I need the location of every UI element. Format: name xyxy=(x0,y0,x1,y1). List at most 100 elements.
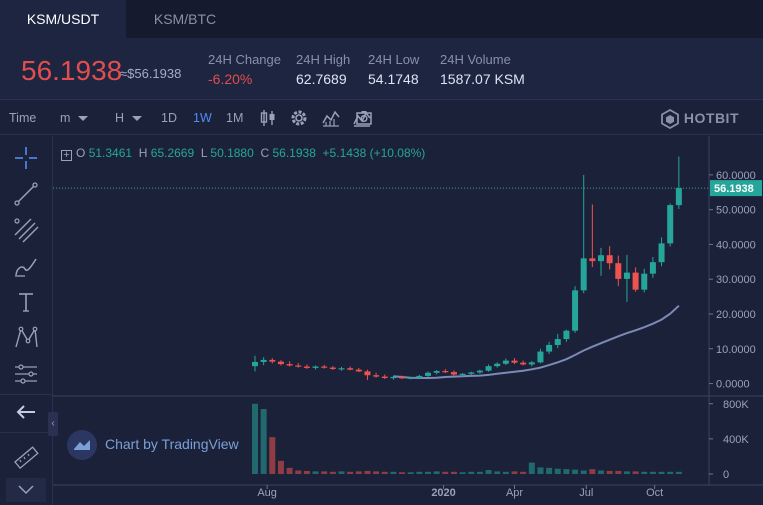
candle-body xyxy=(355,369,362,372)
candle-body xyxy=(598,255,604,262)
candle-body xyxy=(347,368,354,370)
volume-bar xyxy=(373,471,380,474)
hour-interval-dropdown[interactable]: H xyxy=(115,101,143,135)
candle-body xyxy=(476,370,483,373)
price-tick-label: 10.0000 xyxy=(716,344,756,356)
hotbit-logo-icon xyxy=(660,109,679,130)
last-price-label: 56.1938 xyxy=(714,183,754,195)
candle-body xyxy=(606,255,613,264)
candle-body xyxy=(641,273,648,290)
collapse-down-icon xyxy=(18,485,34,495)
price-chart[interactable]: 60.0000 50.0000 40.0000 30.0000 20.0000 10.00… xyxy=(53,136,763,505)
candle-body xyxy=(338,368,345,370)
candle-body xyxy=(390,376,397,379)
interval-1w[interactable]: 1W xyxy=(193,111,212,125)
moving-average-line xyxy=(393,304,680,379)
indicators-icon[interactable] xyxy=(321,108,341,128)
candle-body xyxy=(494,363,501,367)
watermark-text: Chart by TradingView xyxy=(105,436,239,452)
volume-bar xyxy=(459,472,466,474)
candle-body xyxy=(485,366,492,371)
high-24h-label: 24H High xyxy=(296,52,351,67)
volume-bar xyxy=(329,471,336,474)
crosshair-tool[interactable] xyxy=(11,143,41,173)
text-tool[interactable] xyxy=(11,287,41,317)
candle-body xyxy=(260,359,267,362)
volume-bar xyxy=(572,469,579,474)
candle-body xyxy=(312,366,319,368)
candle-body xyxy=(502,360,509,364)
expand-icon[interactable]: + xyxy=(61,150,72,161)
gear-icon[interactable] xyxy=(289,108,309,128)
time-tick-label: Apr xyxy=(506,487,523,499)
chart-canvas[interactable]: 60.0000 50.0000 40.0000 30.0000 20.0000 10.00… xyxy=(53,136,763,505)
measure-tool[interactable] xyxy=(11,359,41,389)
candle-body xyxy=(269,359,276,362)
volume-bar xyxy=(511,471,518,474)
open-label: O xyxy=(76,146,86,160)
volume-bar xyxy=(675,471,682,474)
volume-bar xyxy=(537,467,544,474)
pattern-tool[interactable] xyxy=(11,323,41,353)
minute-interval-dropdown[interactable]: m xyxy=(60,101,89,135)
tab-ksm-usdt[interactable]: KSM/USDT xyxy=(0,0,126,38)
volume-collapse-handle[interactable]: ‹ xyxy=(48,412,58,436)
volume-bar xyxy=(277,460,284,474)
candle-body xyxy=(468,372,475,374)
time-button[interactable]: Time xyxy=(9,111,37,125)
candle-body xyxy=(675,188,682,206)
volume-bar xyxy=(494,471,501,474)
change-24h-value: -6.20% xyxy=(208,71,253,87)
interval-1d[interactable]: 1D xyxy=(161,111,177,125)
measure-icon xyxy=(15,364,37,384)
volume-bar xyxy=(407,472,414,474)
volume-bar xyxy=(355,471,362,474)
low-value: 50.1880 xyxy=(210,146,254,160)
ticker-bar: 56.1938 ≈$56.1938 24H Change -6.20% 24H … xyxy=(0,38,763,100)
tab-ksm-btc[interactable]: KSM/BTC xyxy=(153,11,217,27)
volume-24h-value: 1587.07 KSM xyxy=(440,71,525,87)
candle-body xyxy=(632,272,639,290)
time-tick-label: Aug xyxy=(257,487,277,499)
candle-body xyxy=(554,339,561,345)
candle-body xyxy=(364,371,371,376)
brush-tool[interactable] xyxy=(11,251,41,281)
chevron-down-icon xyxy=(78,116,89,122)
sidebar-divider xyxy=(0,432,52,433)
volume-bar xyxy=(528,462,535,474)
fib-tool[interactable] xyxy=(11,215,41,245)
chevron-down-icon xyxy=(132,116,143,122)
ruler-tool[interactable] xyxy=(11,443,41,473)
volume-bar xyxy=(667,471,674,474)
volume-bar xyxy=(381,471,388,474)
candle-body xyxy=(528,362,535,365)
interval-1m[interactable]: 1M xyxy=(226,111,244,125)
volume-bar xyxy=(468,471,475,474)
volume-bar xyxy=(606,470,613,474)
text-icon xyxy=(19,293,33,312)
volume-bar xyxy=(252,403,258,474)
price-tick-label: 30.0000 xyxy=(716,274,756,286)
candle-body xyxy=(442,371,449,373)
open-value: 51.3461 xyxy=(88,146,133,160)
candle-body xyxy=(649,262,656,274)
volume-bar xyxy=(416,471,423,474)
candlestick-icon[interactable] xyxy=(258,108,278,128)
trendline-tool[interactable] xyxy=(11,179,41,209)
volume-bar xyxy=(364,470,371,474)
candle-body xyxy=(433,371,440,373)
volume-bar xyxy=(623,471,630,474)
back-tool[interactable] xyxy=(11,397,41,427)
camera-icon[interactable] xyxy=(354,108,374,128)
tradingview-watermark[interactable]: Chart by TradingView xyxy=(67,427,239,461)
candle-body xyxy=(399,376,406,379)
close-value: 56.1938 xyxy=(272,146,316,160)
brush-icon xyxy=(15,258,37,277)
back-arrow-icon xyxy=(16,405,35,419)
collapse-tools-button[interactable] xyxy=(6,478,46,502)
volume-bar xyxy=(485,470,492,474)
close-label: C xyxy=(260,146,270,160)
last-price: 56.1938 xyxy=(21,55,123,86)
volume-bar xyxy=(546,467,553,474)
price-tick-label: 50.0000 xyxy=(716,205,756,217)
